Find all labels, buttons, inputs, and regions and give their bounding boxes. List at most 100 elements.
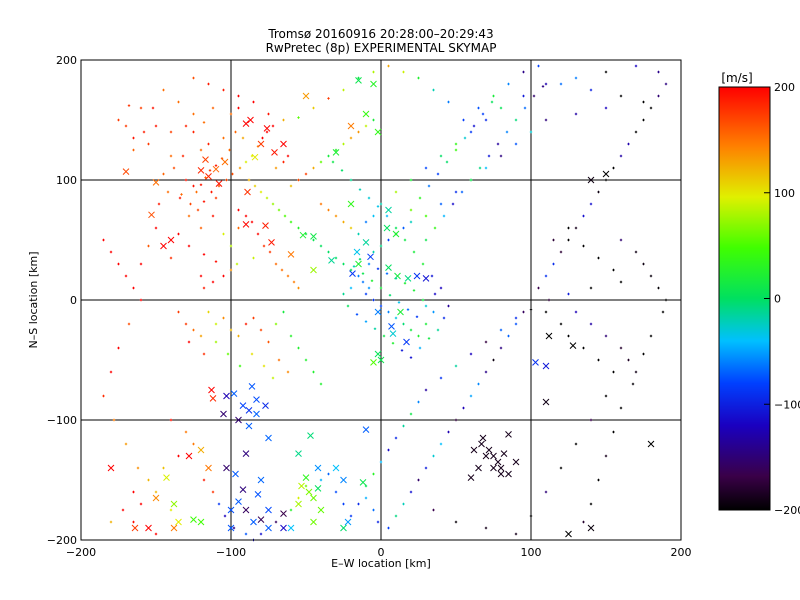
data-point-420 [529, 514, 533, 518]
data-point-285 [282, 310, 285, 314]
data-point-206 [237, 208, 240, 212]
data-point-186 [210, 190, 213, 194]
data-point-258 [342, 142, 345, 146]
colorbar-tick-label-1: 100 [774, 187, 795, 200]
data-point-78 [163, 474, 170, 481]
data-point-255 [319, 160, 323, 164]
data-point-390 [619, 94, 623, 98]
data-point-414 [634, 370, 638, 374]
data-point-434 [597, 256, 600, 260]
data-point-46 [385, 206, 392, 214]
data-point-525 [403, 282, 407, 285]
data-point-42 [404, 275, 412, 282]
data-point-110 [512, 458, 520, 466]
data-point-172 [211, 106, 215, 110]
data-point-578 [490, 100, 494, 104]
data-point-151 [181, 154, 185, 158]
data-point-288 [304, 358, 308, 362]
data-point-73 [254, 491, 262, 498]
data-point-358 [574, 226, 578, 230]
data-point-317 [244, 532, 248, 536]
data-point-109 [479, 434, 487, 442]
data-point-330 [364, 496, 368, 500]
data-point-539 [424, 304, 428, 308]
data-point-574 [454, 148, 458, 152]
data-point-416 [589, 418, 593, 422]
data-point-84 [314, 485, 322, 492]
data-point-305 [177, 454, 180, 458]
data-point-500 [132, 286, 135, 290]
data-point-9 [221, 158, 229, 166]
data-point-16 [271, 149, 278, 156]
x-axis-ticks: −200 −100 0 100 200 [66, 60, 692, 559]
data-point-13 [242, 120, 250, 127]
data-point-0 [122, 168, 130, 175]
data-point-373 [604, 70, 608, 74]
data-point-182 [180, 193, 183, 196]
data-point-129 [344, 518, 352, 526]
data-point-7 [205, 173, 212, 180]
data-point-361 [597, 190, 600, 194]
data-point-469 [342, 88, 345, 92]
data-point-322 [297, 496, 300, 500]
data-point-192 [250, 154, 254, 158]
data-point-2 [160, 242, 167, 250]
y-axis-label: N–S location [km] [27, 251, 40, 348]
data-point-451 [394, 436, 398, 440]
x-tick-label-4: 200 [671, 546, 692, 559]
data-point-38 [355, 260, 362, 268]
data-point-458 [492, 94, 495, 98]
data-point-145 [139, 106, 143, 110]
data-point-178 [132, 136, 135, 140]
data-point-569 [409, 208, 413, 212]
colorbar-ticks: 200 100 0 −100 −200 [764, 81, 800, 517]
data-point-211 [268, 250, 272, 254]
data-point-115 [569, 342, 577, 349]
data-point-83 [305, 488, 313, 496]
data-point-462 [447, 100, 450, 104]
data-point-454 [372, 472, 375, 476]
data-point-353 [537, 286, 540, 290]
data-point-267 [327, 208, 330, 212]
data-point-386 [372, 214, 375, 218]
data-point-227 [177, 232, 180, 236]
x-tick-label-2: 0 [378, 546, 385, 559]
data-point-508 [136, 466, 140, 470]
data-point-590 [523, 106, 527, 110]
data-point-5 [202, 156, 209, 163]
data-point-456 [462, 118, 465, 122]
colorbar-tick-label-4: −200 [774, 504, 800, 517]
data-point-29 [302, 92, 310, 100]
data-point-171 [237, 106, 240, 110]
data-point-283 [267, 340, 270, 344]
data-point-281 [252, 316, 255, 320]
data-point-53 [370, 359, 377, 366]
data-point-63 [235, 416, 242, 424]
data-point-75 [257, 516, 265, 523]
colorbar-tick-label-0: 200 [774, 81, 795, 94]
data-point-498 [117, 262, 120, 266]
data-point-533 [370, 279, 374, 282]
data-point-11 [251, 153, 259, 161]
data-point-579 [424, 238, 428, 242]
data-point-567 [340, 169, 344, 172]
data-point-167 [199, 148, 203, 152]
data-point-587 [496, 142, 500, 146]
data-point-492 [604, 454, 608, 458]
data-point-431 [552, 238, 555, 242]
data-point-355 [552, 262, 555, 266]
data-point-264 [282, 160, 285, 164]
data-point-477 [222, 88, 225, 92]
data-point-453 [379, 460, 383, 464]
data-point-374 [574, 76, 578, 80]
data-point-187 [217, 184, 221, 188]
data-point-188 [225, 178, 228, 182]
data-point-332 [376, 520, 380, 524]
data-point-76 [197, 446, 205, 454]
data-point-35 [362, 239, 370, 246]
data-point-481 [634, 250, 638, 254]
data-point-131 [131, 524, 139, 532]
data-point-457 [477, 106, 480, 110]
data-point-287 [297, 346, 300, 350]
data-point-128 [359, 479, 367, 486]
